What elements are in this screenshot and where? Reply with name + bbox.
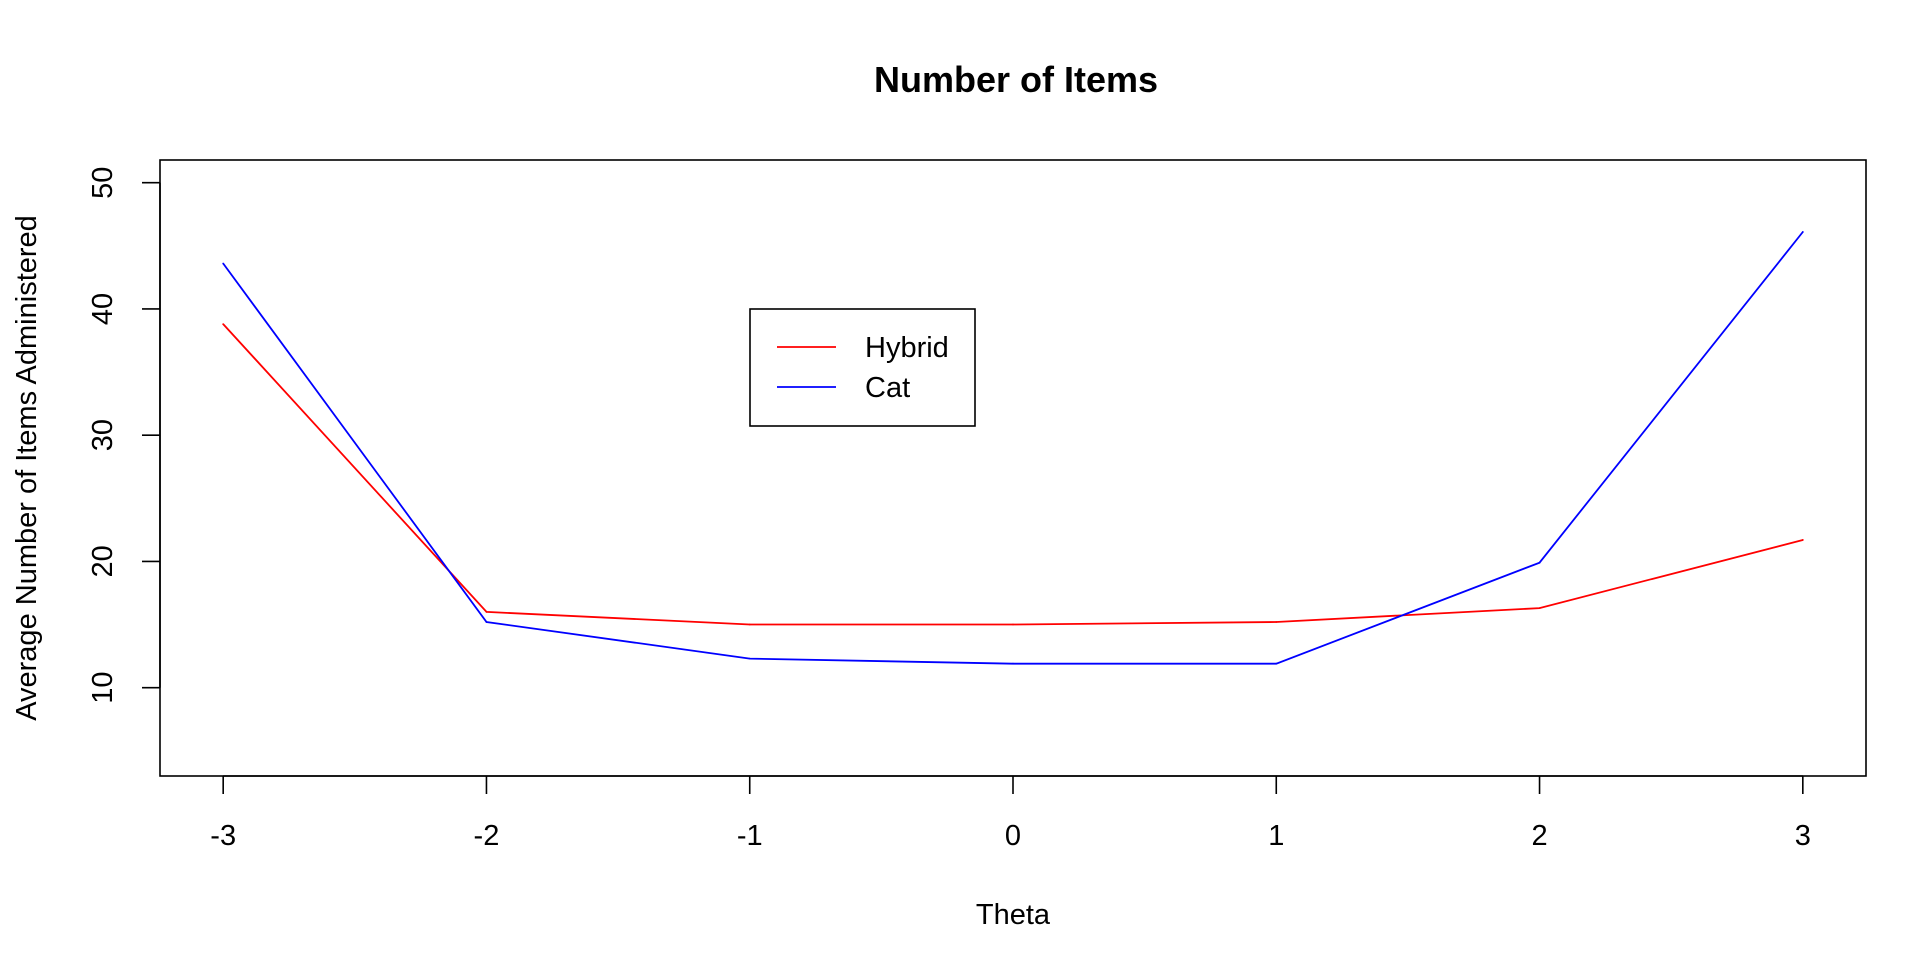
y-tick-label: 30 xyxy=(87,419,119,451)
y-axis: 10 20 30 40 50 xyxy=(87,167,161,704)
y-tick-label: 40 xyxy=(87,293,119,325)
data-point xyxy=(1538,561,1541,564)
x-tick-label: -2 xyxy=(474,820,500,852)
y-tick-label: 10 xyxy=(87,672,119,704)
data-point xyxy=(222,262,225,265)
data-point xyxy=(1801,231,1804,233)
x-axis: -3 -2 -1 0 1 2 3 xyxy=(210,775,1811,852)
x-tick-label: 3 xyxy=(1795,820,1811,852)
data-point xyxy=(485,621,488,623)
legend: Hybrid Cat xyxy=(749,308,976,427)
x-tick-label: 1 xyxy=(1268,820,1284,852)
legend-box xyxy=(749,308,976,427)
data-point xyxy=(748,657,751,660)
series-line-hybrid xyxy=(222,323,1804,626)
legend-label-hybrid: Hybrid xyxy=(865,332,949,364)
x-tick-label: 2 xyxy=(1531,820,1547,852)
y-axis-label: Average Number of Items Administered xyxy=(11,215,43,721)
legend-label-cat: Cat xyxy=(865,372,910,404)
data-point xyxy=(1275,621,1278,623)
series-layer xyxy=(222,231,1804,665)
data-point xyxy=(1012,623,1014,626)
data-point xyxy=(1538,607,1541,610)
data-point xyxy=(485,611,488,613)
x-tick-label: 0 xyxy=(1005,820,1021,852)
data-point xyxy=(748,623,751,626)
x-tick-label: -1 xyxy=(737,820,763,852)
data-point xyxy=(1012,662,1014,665)
series-line-cat xyxy=(222,231,1804,665)
data-point xyxy=(222,323,225,325)
chart-title: Number of Items xyxy=(874,59,1158,100)
y-tick-label: 20 xyxy=(87,545,119,577)
y-tick-label: 50 xyxy=(87,167,119,199)
x-tick-label: -3 xyxy=(210,820,236,852)
plot-frame xyxy=(159,159,1867,777)
x-axis-label: Theta xyxy=(976,899,1051,931)
data-point xyxy=(1801,539,1804,541)
data-point xyxy=(1275,662,1278,665)
